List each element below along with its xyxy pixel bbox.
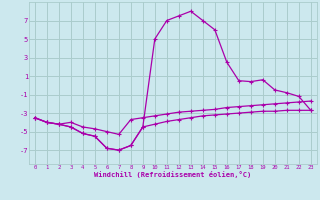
X-axis label: Windchill (Refroidissement éolien,°C): Windchill (Refroidissement éolien,°C) <box>94 171 252 178</box>
